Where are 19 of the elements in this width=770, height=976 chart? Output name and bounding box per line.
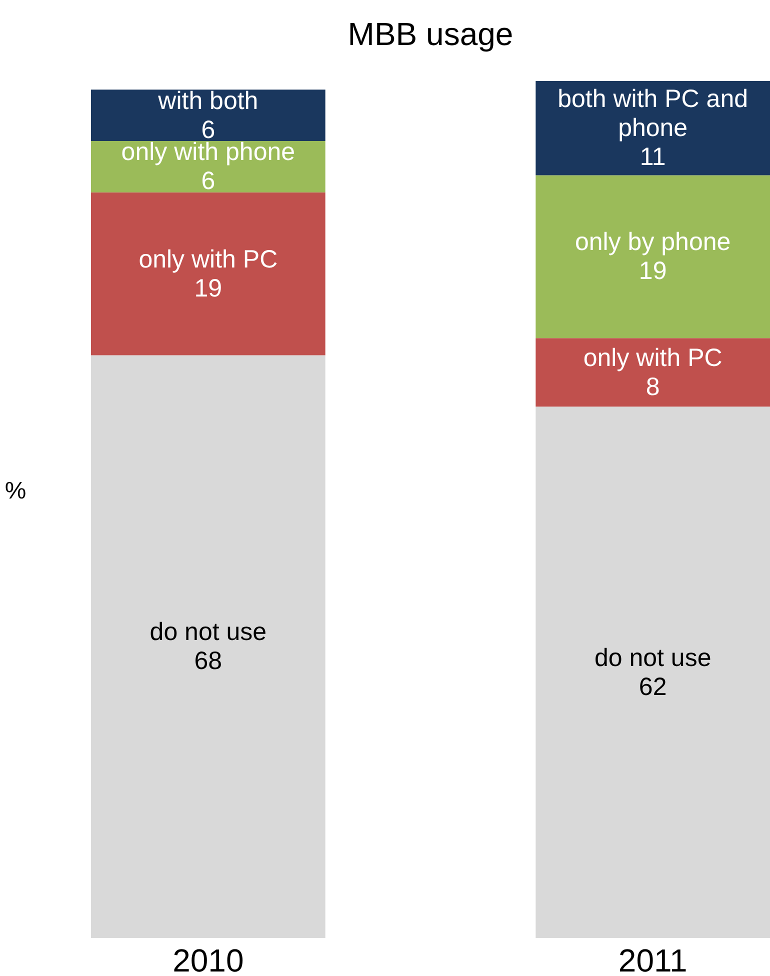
bar <box>91 355 326 938</box>
bar <box>536 338 770 407</box>
data-label: only with PC 19 <box>138 245 278 302</box>
x-tick-label: 2011 <box>618 942 688 976</box>
bar <box>536 406 770 938</box>
data-label: only by phone 19 <box>574 228 731 286</box>
bar <box>91 90 326 141</box>
x-tick-label: 2010 <box>172 942 244 976</box>
data-label: only with PC 8 <box>583 344 722 401</box>
chart-title: MBB usage <box>348 16 514 52</box>
y-axis-title: % <box>4 478 26 504</box>
bar <box>536 175 770 338</box>
bar <box>536 81 770 176</box>
bar <box>91 192 326 356</box>
bar <box>91 140 326 192</box>
data-label: both with PC and phone 11 <box>558 85 748 172</box>
data-label: only with phone 6 <box>121 138 296 196</box>
data-label: do not use 62 <box>594 644 712 701</box>
data-label: do not use 68 <box>150 618 267 676</box>
